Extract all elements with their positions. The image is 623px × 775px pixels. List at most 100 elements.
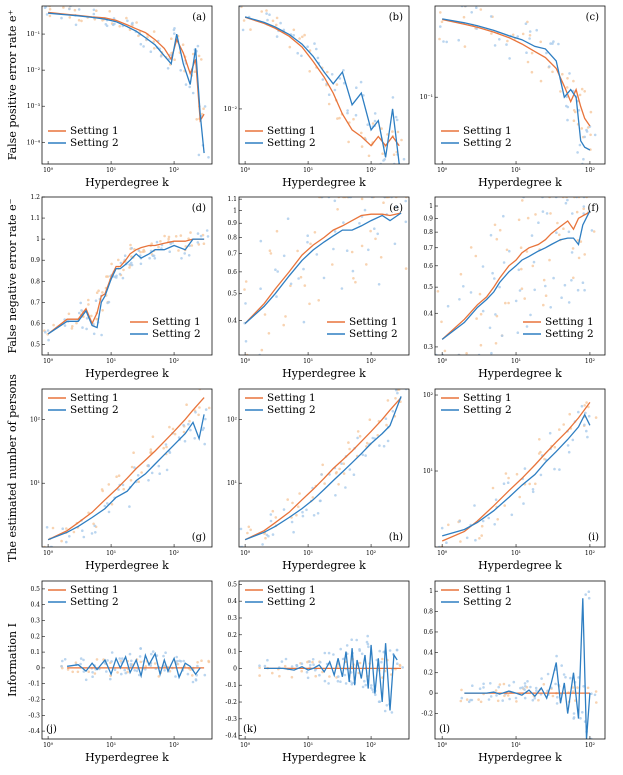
- scatter-point: [590, 229, 594, 232]
- scatter-point: [159, 240, 162, 243]
- scatter-point: [91, 675, 94, 678]
- scatter-point: [381, 657, 384, 661]
- scatter-point: [200, 659, 203, 662]
- scatter-point: [566, 198, 569, 202]
- scatter-point: [511, 33, 515, 37]
- scatter-point: [506, 39, 509, 43]
- scatter-point: [300, 54, 303, 58]
- x-tick-label: 10¹: [303, 550, 313, 557]
- scatter-point: [385, 704, 389, 707]
- scatter-point: [111, 23, 115, 27]
- scatter-point: [332, 653, 335, 656]
- y-tick-label: 1: [429, 203, 433, 210]
- y-tick-label: 0.6: [30, 320, 40, 327]
- scatter-point: [313, 231, 317, 234]
- scatter-point: [457, 38, 461, 42]
- scatter-point: [122, 487, 125, 491]
- scatter-point: [582, 685, 585, 688]
- scatter-point: [388, 649, 392, 652]
- plot-area: [243, 197, 408, 355]
- series-setting-2-line: [442, 18, 591, 151]
- scatter-point: [183, 439, 187, 443]
- scatter-point: [157, 245, 160, 249]
- scatter-point: [567, 301, 571, 304]
- scatter-point: [581, 281, 585, 285]
- scatter-point: [382, 444, 386, 448]
- scatter-point: [539, 473, 543, 477]
- scatter-point: [137, 480, 140, 484]
- scatter-point: [489, 233, 493, 237]
- scatter-point: [337, 483, 340, 486]
- scatter-point: [390, 711, 394, 714]
- scatter-point: [589, 133, 592, 137]
- scatter-point: [92, 8, 96, 12]
- scatter-point: [205, 229, 209, 232]
- scatter-point: [275, 295, 278, 298]
- plot-area: [43, 6, 210, 159]
- scatter-point: [292, 34, 296, 37]
- scatter-point: [288, 45, 292, 49]
- y-tick-label: 0.3: [423, 344, 433, 351]
- scatter-point: [175, 655, 178, 659]
- scatter-point: [580, 404, 584, 408]
- x-axis-label: Hyperdegree k: [85, 176, 169, 189]
- scatter-point: [106, 275, 110, 278]
- scatter-point: [327, 651, 331, 655]
- scatter-point: [531, 698, 535, 702]
- scatter-point: [163, 669, 166, 672]
- scatter-point: [190, 244, 194, 247]
- scatter-point: [79, 301, 82, 305]
- scatter-point: [571, 247, 575, 250]
- plot-area: [43, 229, 210, 342]
- scatter-point: [378, 700, 382, 703]
- scatter-point: [346, 111, 349, 115]
- scatter-point: [564, 201, 568, 205]
- scatter-point: [136, 474, 140, 477]
- series-setting-2-line: [48, 12, 205, 154]
- y-axis-label: False negative error rate e⁻: [6, 198, 19, 353]
- x-axis-label: Hyperdegree k: [282, 559, 366, 572]
- scatter-point: [386, 399, 390, 402]
- scatter-point: [340, 287, 344, 290]
- scatter-point: [124, 671, 127, 675]
- scatter-point: [87, 511, 90, 515]
- panel-label: (k): [243, 724, 257, 735]
- scatter-point: [553, 467, 556, 471]
- legend-label-setting-1: Setting 1: [70, 125, 119, 137]
- plot-area: [258, 634, 405, 714]
- x-tick-label: 10²: [366, 550, 377, 557]
- scatter-point: [495, 314, 499, 318]
- scatter-point: [183, 252, 186, 255]
- scatter-point: [494, 313, 497, 316]
- scatter-point: [383, 158, 387, 161]
- scatter-point: [149, 664, 152, 667]
- scatter-point: [358, 222, 361, 225]
- scatter-point: [308, 660, 312, 663]
- scatter-point: [585, 130, 589, 133]
- scatter-point: [51, 526, 55, 530]
- scatter-point: [460, 696, 464, 700]
- scatter-point: [193, 437, 196, 440]
- scatter-point: [243, 288, 246, 291]
- scatter-point: [132, 451, 135, 455]
- scatter-point: [583, 288, 586, 292]
- y-tick-label: -0.3: [225, 716, 237, 723]
- scatter-point: [290, 665, 294, 668]
- scatter-point: [471, 684, 474, 687]
- x-tick-label: 10²: [585, 167, 596, 174]
- scatter-point: [565, 104, 568, 108]
- legend-label-setting-2: Setting 2: [463, 596, 512, 608]
- scatter-point: [557, 42, 560, 46]
- scatter-point: [146, 35, 149, 39]
- x-tick-label: 10⁰: [437, 550, 448, 557]
- y-tick-label: 0.9: [227, 220, 237, 227]
- scatter-point: [555, 654, 558, 658]
- scatter-point: [397, 389, 401, 391]
- scatter-point: [298, 37, 301, 40]
- scatter-point: [590, 692, 593, 695]
- scatter-point: [495, 694, 498, 697]
- scatter-point: [501, 699, 505, 702]
- scatter-point: [45, 13, 49, 16]
- scatter-point: [130, 263, 134, 267]
- chart-panel: 10⁰ 10¹ 10² -0.4 -0.3 -0.2 -0.1 0 0.1 0.2 0.3 0.4 0.…: [225, 580, 410, 764]
